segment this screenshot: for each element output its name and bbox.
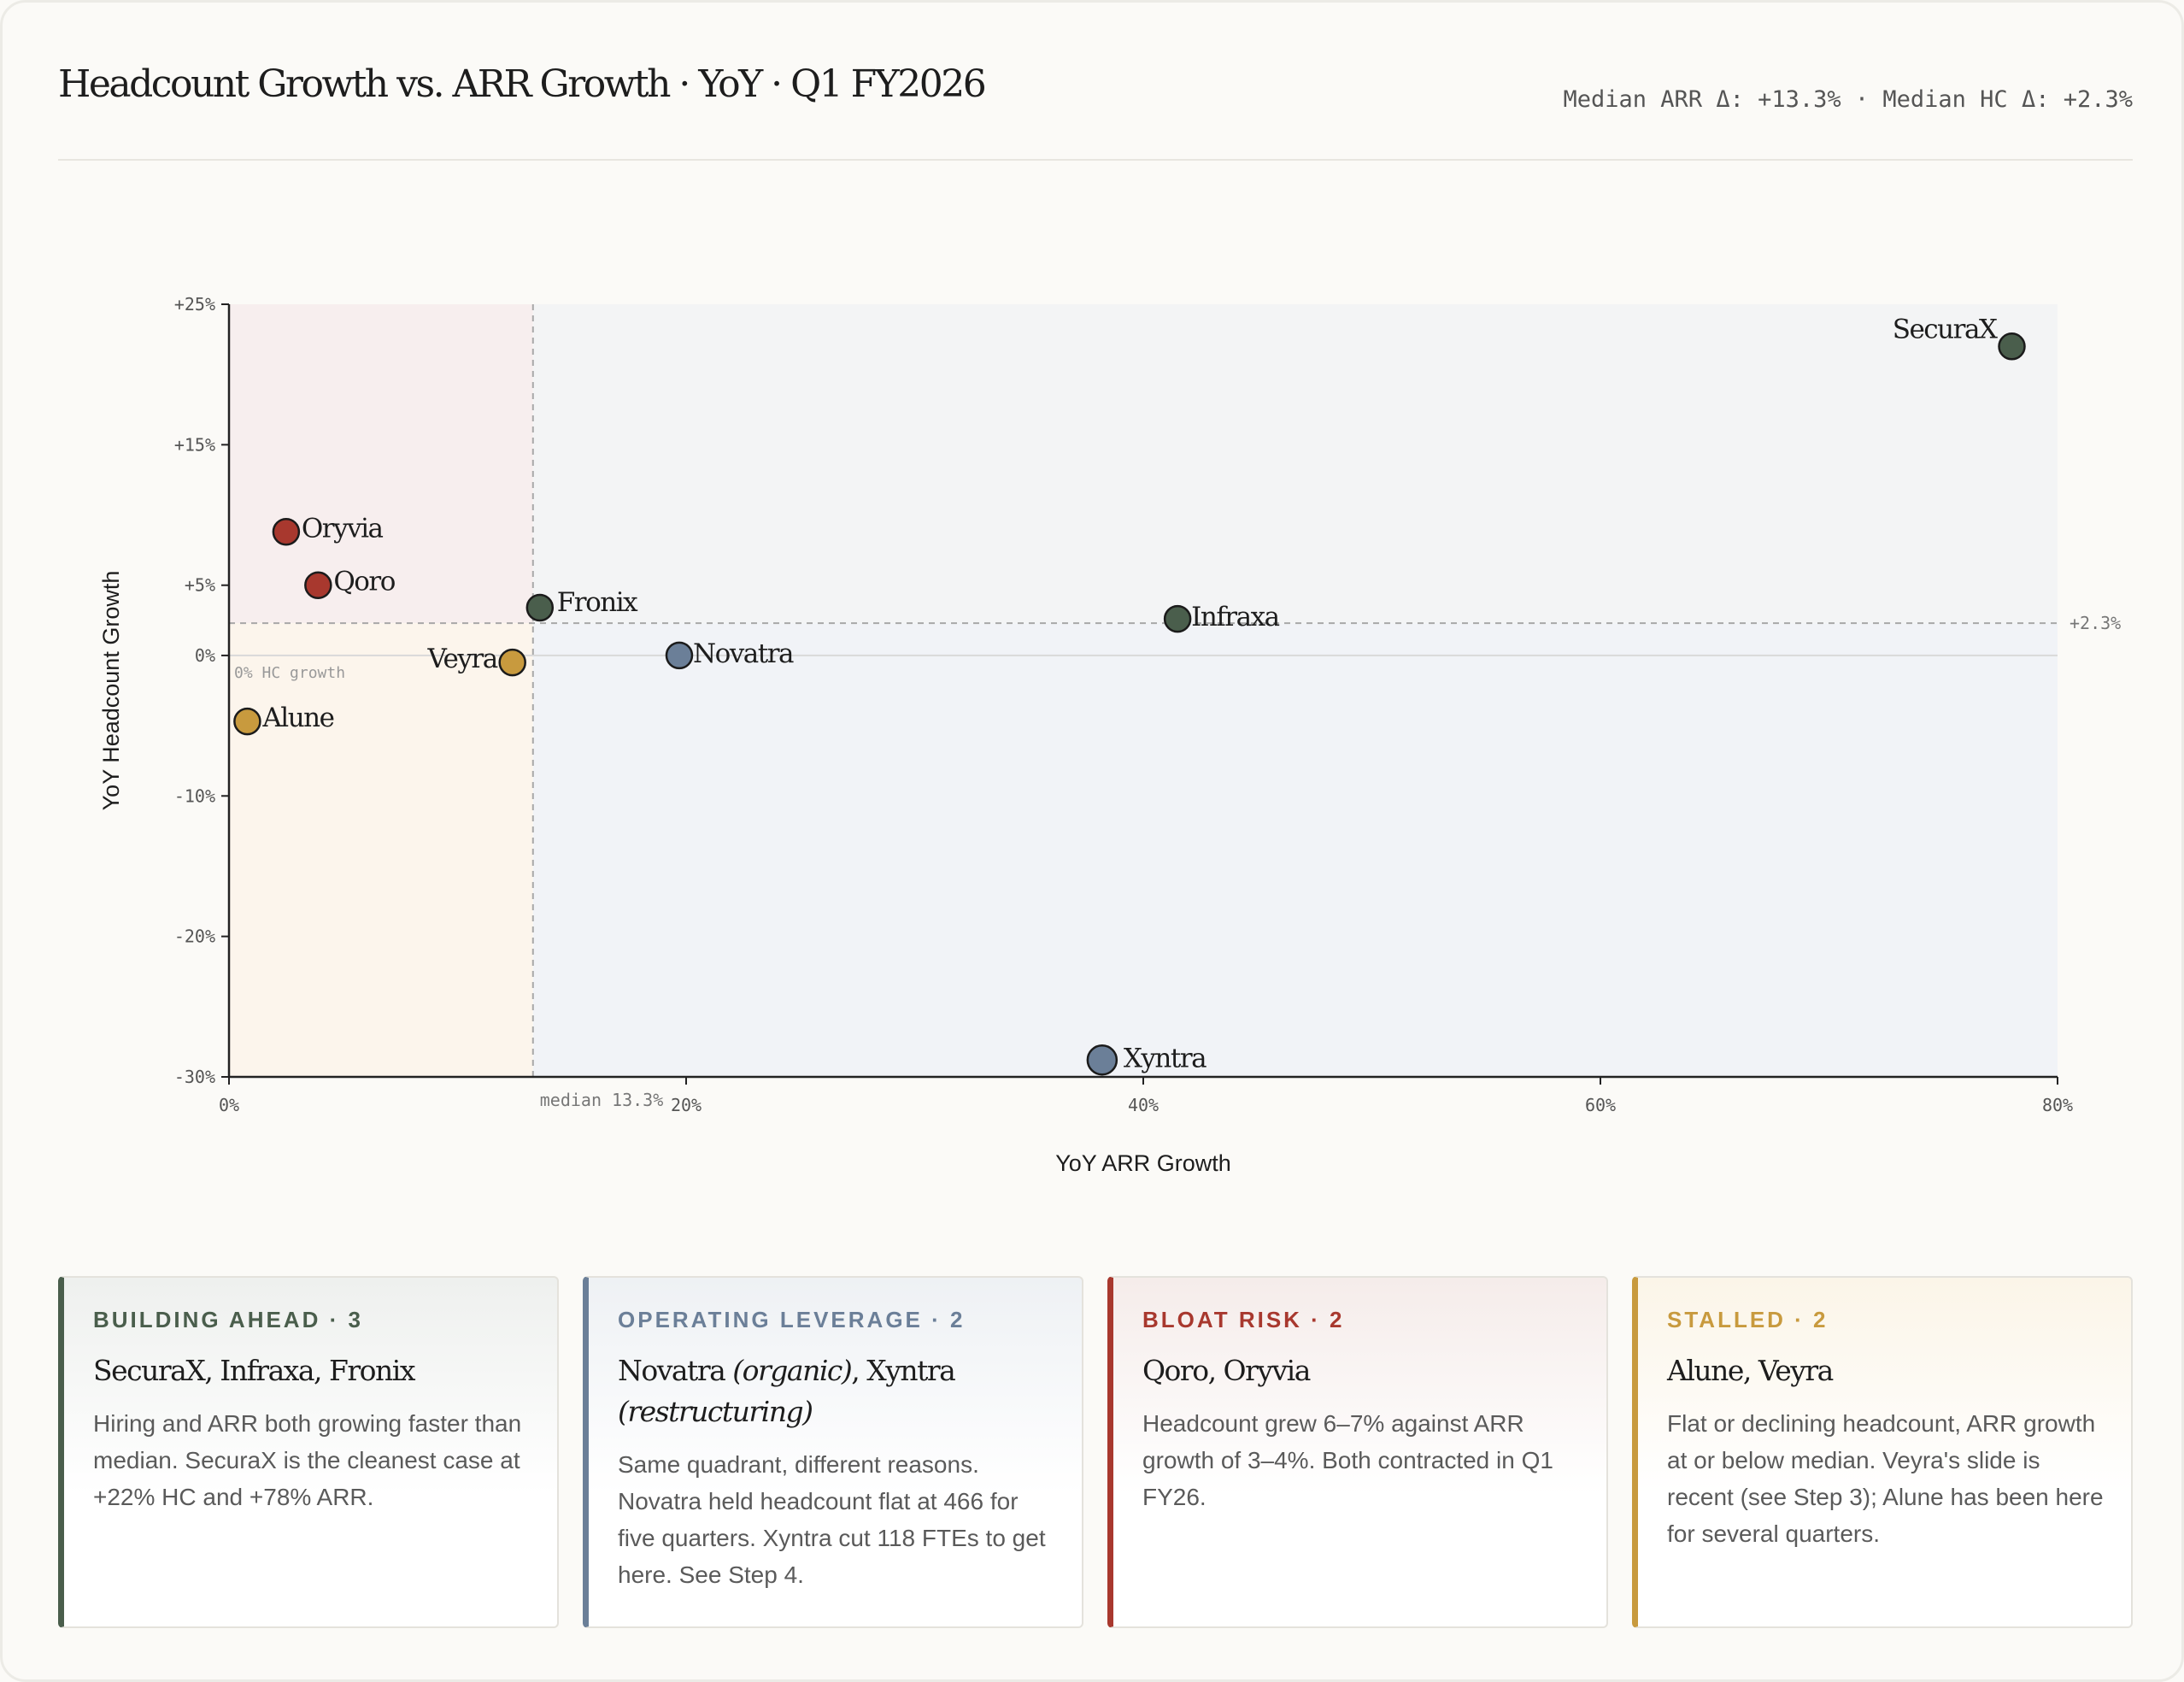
y-tick-label: -10% <box>174 785 215 806</box>
card-heading: OPERATING LEVERAGE · 2 <box>618 1307 966 1332</box>
card-stalled: STALLED · 2 Alune, Veyra Flat or declini… <box>1632 1276 2133 1628</box>
quadrant-cards: BUILDING AHEAD · 3 SecuraX, Infraxa, Fro… <box>58 1276 2133 1628</box>
card-members: SecuraX, Infraxa, Fronix <box>93 1354 415 1387</box>
point-fronix <box>525 593 555 622</box>
chart-header: Headcount Growth vs. ARR Growth · YoY · … <box>58 62 2133 161</box>
median-summary: Median ARR Δ: +13.3% · Median HC Δ: +2.3… <box>1563 86 2133 113</box>
point-label-alune: Alune <box>261 703 333 733</box>
y-tick-label: +5% <box>185 575 215 596</box>
member-xyntra: , Xyntra <box>851 1354 956 1387</box>
data-points: SecuraX Infraxa Fronix Novatra Xyntra Qoro Ory… <box>233 314 2026 1076</box>
member-novatra: Novatra <box>618 1354 733 1387</box>
chart-axes: +25%+15%+5%0%-10%-20%-30%0% 20% 40% 60% 80%Y… <box>98 294 2073 1176</box>
point-label-xyntra: Xyntra <box>1124 1043 1206 1073</box>
point-label-veyra: Veyra <box>426 644 497 674</box>
point-veyra <box>498 648 526 677</box>
x-tick-label: 0% <box>219 1095 239 1115</box>
chart-title: Headcount Growth vs. ARR Growth · YoY · … <box>58 62 987 106</box>
median-hc-label: +2.3% <box>2070 613 2121 633</box>
quadrant-bloat-risk-bg <box>229 304 533 624</box>
card-description: Flat or declining headcount, ARR growth … <box>1667 1410 2104 1547</box>
point-qoro <box>304 571 332 599</box>
point-label-fronix: Fronix <box>557 587 638 618</box>
point-label-oryvia: Oryvia <box>302 513 384 544</box>
point-securax <box>1998 332 2026 361</box>
card-heading: BLOAT RISK · 2 <box>1142 1307 1345 1332</box>
card-operating-leverage: OPERATING LEVERAGE · 2 Novatra (organic)… <box>583 1276 1083 1628</box>
point-label-qoro: Qoro <box>333 567 395 597</box>
card-bloat-risk: BLOAT RISK · 2 Qoro, Oryvia Headcount gr… <box>1107 1276 1608 1628</box>
y-axis-title: YoY Headcount Growth <box>98 571 124 811</box>
x-tick-label: 20% <box>671 1095 702 1115</box>
y-tick-label: +25% <box>174 294 215 315</box>
card-members: Novatra (organic), Xyntra (restructuring… <box>618 1350 1054 1432</box>
y-tick-label: +15% <box>174 434 215 455</box>
scatter-chart: 0% HC growth median 13.3% +2.3% +25% +15% +5… <box>98 294 2121 1176</box>
card-members: Qoro, Oryvia <box>1142 1354 1311 1387</box>
y-tick-label: -30% <box>174 1067 215 1087</box>
card-members: Alune, Veyra <box>1667 1354 1834 1387</box>
x-tick-label: 80% <box>2042 1095 2073 1115</box>
point-label-securax: SecuraX <box>1893 314 1998 344</box>
x-tick-label: 60% <box>1585 1095 1616 1115</box>
card-description: Same quadrant, different reasons. Novatr… <box>618 1451 1046 1588</box>
point-alune <box>233 707 261 736</box>
y-tick-label: 0% <box>195 645 215 666</box>
point-novatra <box>665 641 694 670</box>
card-description: Headcount grew 6–7% against ARR growth o… <box>1142 1410 1553 1510</box>
point-label-infraxa: Infraxa <box>1191 602 1279 632</box>
point-infraxa <box>1163 604 1192 633</box>
card-heading: STALLED · 2 <box>1667 1307 1829 1332</box>
quadrant-operating-leverage-bg <box>532 623 2058 1077</box>
card-description: Hiring and ARR both growing faster than … <box>93 1410 522 1510</box>
x-axis-title: YoY ARR Growth <box>1055 1150 1231 1176</box>
member-note-restructuring: (restructuring) <box>618 1395 813 1428</box>
quadrant-building-ahead-bg <box>532 304 2058 624</box>
quadrant-backgrounds <box>229 304 2058 1077</box>
point-oryvia <box>272 518 301 546</box>
y-tick-label: -20% <box>174 926 215 947</box>
card-building-ahead: BUILDING AHEAD · 3 SecuraX, Infraxa, Fro… <box>58 1276 559 1628</box>
point-xyntra <box>1086 1044 1118 1076</box>
reference-lines: 0% HC growth median 13.3% +2.3% <box>229 304 2121 1110</box>
median-arr-label: median 13.3% <box>540 1090 664 1110</box>
card-heading: BUILDING AHEAD · 3 <box>93 1307 363 1332</box>
zero-hc-label: 0% HC growth <box>234 664 345 682</box>
member-note-organic: (organic) <box>732 1354 852 1387</box>
quadrant-stalled-bg <box>229 623 533 1077</box>
x-tick-label: 40% <box>1128 1095 1159 1115</box>
point-label-novatra: Novatra <box>693 638 794 669</box>
